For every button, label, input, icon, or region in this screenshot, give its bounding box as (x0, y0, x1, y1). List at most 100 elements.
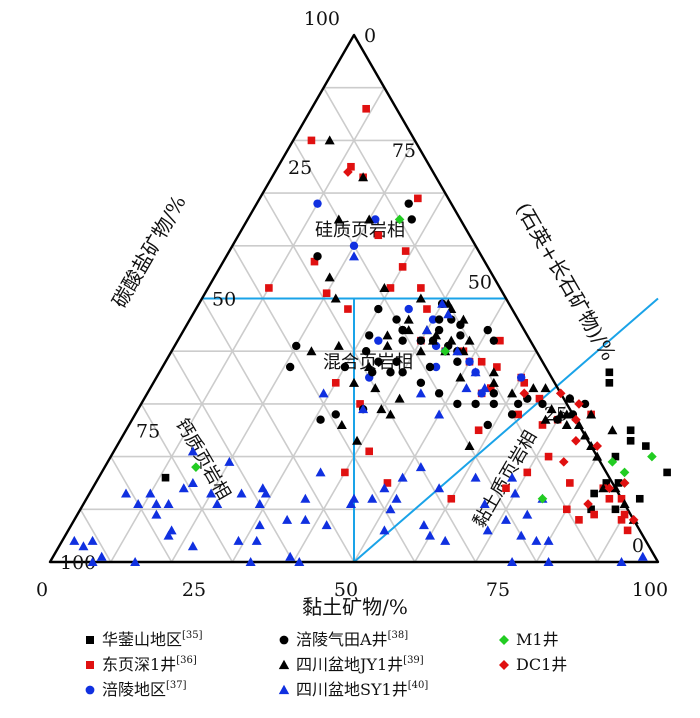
legend-ref: [37] (166, 680, 187, 691)
data-point (592, 441, 602, 451)
data-point (507, 557, 518, 566)
data-point (482, 525, 493, 535)
data-point (415, 293, 426, 303)
data-point (452, 346, 463, 356)
data-point (517, 373, 526, 382)
facies-boundaries (202, 297, 659, 563)
data-point (386, 368, 395, 377)
data-point (163, 499, 174, 509)
grid-line (231, 192, 446, 563)
data-point (398, 263, 407, 271)
data-point (502, 484, 510, 493)
data-point (619, 499, 630, 509)
data-point (602, 479, 611, 487)
data-point (507, 472, 518, 482)
data-point (324, 272, 335, 282)
data-point (528, 383, 539, 393)
data-point (313, 252, 322, 261)
data-point (434, 389, 444, 398)
data-point (417, 284, 425, 292)
tick-label-bottom: 0 (36, 579, 48, 601)
data-point (379, 282, 390, 292)
legend-label: 涪陵气田A井[38] (296, 630, 408, 649)
data-point (394, 393, 405, 403)
data-point (292, 341, 301, 351)
data-point (245, 557, 256, 566)
data-point (294, 557, 305, 566)
data-point (398, 368, 407, 377)
data-point (540, 383, 551, 393)
data-point (343, 167, 353, 177)
data-point (590, 489, 598, 498)
data-point (362, 104, 370, 113)
data-point (474, 426, 483, 435)
data-point (555, 388, 566, 399)
data-point (537, 493, 548, 504)
data-point (401, 247, 410, 255)
data-point (513, 399, 523, 409)
data-point (374, 357, 383, 366)
data-point (635, 494, 644, 503)
data-point (580, 430, 591, 440)
tick-label-bottom: 100 (632, 579, 668, 601)
data-point (489, 399, 499, 409)
data-point (425, 362, 435, 372)
data-point (586, 441, 597, 451)
data-point (587, 505, 595, 514)
legend-marker (279, 635, 289, 645)
data-point (254, 499, 265, 509)
data-point (623, 526, 632, 535)
grid-line (110, 87, 386, 563)
data-point (418, 520, 429, 530)
data-point (464, 335, 475, 345)
data-point (637, 551, 648, 561)
data-point (415, 388, 426, 398)
data-point (619, 467, 630, 478)
data-point (347, 162, 355, 171)
legend-ref: [39] (403, 655, 424, 666)
grid-line (170, 350, 294, 563)
data-point (617, 516, 626, 524)
data-point (607, 425, 618, 435)
data-point (571, 414, 581, 425)
data-point (307, 136, 316, 145)
data-point (379, 483, 390, 493)
data-point (397, 472, 408, 482)
legend-marker (278, 684, 290, 695)
data-point (345, 499, 356, 509)
tick-label-bottom: 50 (334, 579, 358, 601)
data-point (538, 421, 547, 429)
data-point (471, 399, 480, 409)
data-point (385, 409, 396, 419)
legend-marker (499, 660, 509, 670)
data-point (331, 379, 340, 387)
data-point (322, 289, 331, 298)
data-point (592, 451, 603, 461)
data-point (561, 409, 572, 419)
data-point (519, 388, 530, 399)
data-point (607, 457, 618, 467)
data-point (446, 335, 457, 345)
data-point (330, 293, 341, 303)
axis-title-bottom: 黏土矿物/% (302, 595, 408, 619)
data-point (425, 530, 435, 540)
data-point (558, 457, 569, 467)
data-point (87, 535, 98, 545)
data-point (540, 414, 551, 424)
grid-line (292, 140, 538, 563)
data-point (455, 372, 466, 382)
data-point (583, 499, 593, 509)
data-point (626, 436, 635, 445)
data-point (493, 363, 501, 371)
data-point (358, 404, 369, 414)
data-point (349, 251, 359, 261)
data-point (96, 551, 107, 561)
data-point (487, 384, 495, 392)
data-point (282, 514, 293, 524)
data-point (333, 214, 344, 224)
data-point (456, 331, 465, 340)
legend-marker (278, 659, 290, 670)
data-point (501, 514, 511, 524)
data-point (364, 214, 375, 224)
data-point (187, 477, 198, 487)
